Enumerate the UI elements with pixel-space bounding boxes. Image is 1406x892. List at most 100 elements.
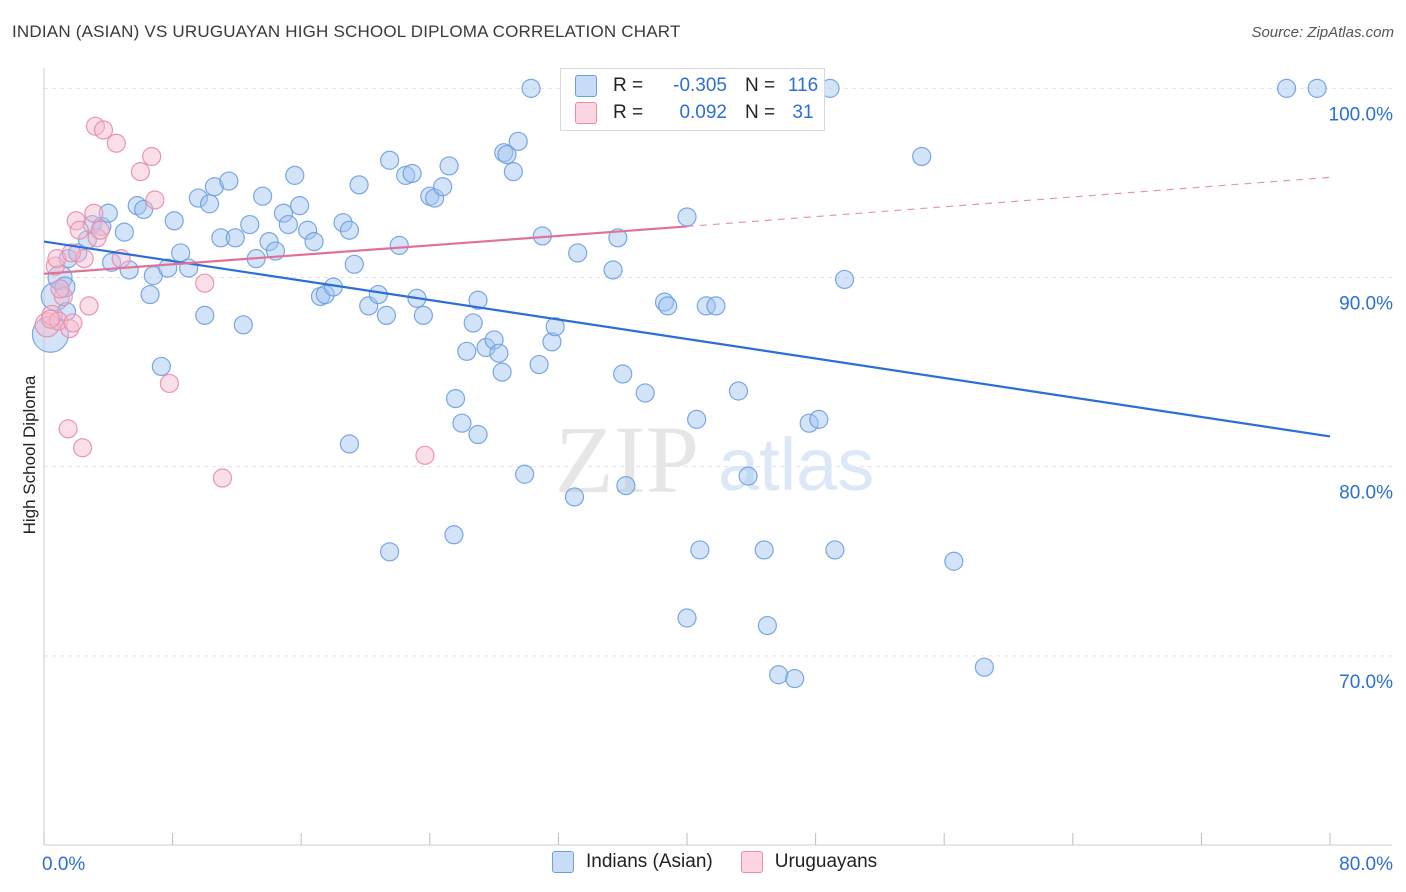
y-tick-label: 90.0% xyxy=(1339,294,1393,315)
indian-point xyxy=(304,231,324,252)
indian-point xyxy=(696,296,716,316)
indian-point xyxy=(233,315,253,335)
legend-item-uruguayans[interactable]: Uruguayans xyxy=(740,851,878,873)
indian-point xyxy=(508,131,528,151)
indian-point xyxy=(289,196,310,216)
uruguayan-point xyxy=(48,311,69,331)
uruguayan-point xyxy=(415,445,435,465)
indian-point xyxy=(259,231,279,252)
legend-label-indians: Indians (Asian) xyxy=(586,851,713,872)
indian-point xyxy=(799,413,819,433)
indian-point xyxy=(134,199,154,220)
indian-point xyxy=(188,188,208,208)
indian-point xyxy=(380,150,400,170)
uruguayan-point xyxy=(69,220,89,240)
indian-point xyxy=(380,542,400,562)
legend-row-indians: R = -0.305 N = 116 xyxy=(575,74,829,98)
indian-point xyxy=(164,211,184,231)
data-points xyxy=(31,78,1327,689)
uruguayan-point xyxy=(79,296,99,316)
legend-swatch-indians xyxy=(552,851,574,873)
legend-n-value: 31 xyxy=(792,102,814,123)
indian-point xyxy=(452,413,472,433)
indian-point xyxy=(151,356,171,377)
indian-point xyxy=(285,165,305,185)
legend-item-indians[interactable]: Indians (Asian) xyxy=(552,851,713,873)
x-tick-label-end: 80.0% xyxy=(1339,854,1393,875)
indian-point xyxy=(344,254,364,274)
indian-point xyxy=(98,203,118,223)
indian-point xyxy=(497,144,517,165)
indian-point xyxy=(757,615,777,636)
uruguayan-point xyxy=(93,120,114,140)
indian-point xyxy=(912,146,932,167)
chart-title: INDIAN (ASIAN) VS URUGUAYAN HIGH SCHOOL … xyxy=(12,22,681,41)
legend-row-uruguayans: R = 0.092 N = 31 xyxy=(575,101,829,125)
indian-point xyxy=(809,409,829,429)
uruguayan-point xyxy=(61,243,81,263)
indian-point xyxy=(687,409,707,429)
indian-point xyxy=(616,476,636,496)
y-tick-label: 80.0% xyxy=(1339,483,1393,504)
y-tick-label: 100.0% xyxy=(1329,104,1394,125)
uruguayan-point xyxy=(130,162,151,182)
watermark-zip: ZIP xyxy=(555,406,699,513)
indian-point xyxy=(457,341,477,361)
chart-source: Source: ZipAtlas.com xyxy=(1251,24,1394,41)
indian-point xyxy=(564,487,585,507)
legend-n-label: N = xyxy=(745,75,776,96)
indian-point xyxy=(468,424,488,445)
uruguayan-point xyxy=(106,133,126,153)
indian-point xyxy=(690,540,710,560)
indian-point xyxy=(515,464,535,484)
indian-point xyxy=(225,228,245,248)
legend-swatch-indians xyxy=(575,75,597,97)
indian-point xyxy=(425,188,445,208)
indian-point xyxy=(444,525,464,545)
indian-point xyxy=(240,214,260,235)
indian-point xyxy=(204,177,224,197)
indian-point xyxy=(489,343,509,363)
indian-point xyxy=(568,243,588,263)
grid-lines xyxy=(44,87,1392,657)
indian-point xyxy=(738,466,758,486)
uruguayan-point xyxy=(145,190,165,210)
indian-point xyxy=(463,313,483,333)
indian-point xyxy=(492,362,512,382)
series-legend: Indians (Asian) Uruguayans xyxy=(552,851,905,873)
indian-point xyxy=(613,364,633,384)
indian-point xyxy=(339,434,360,454)
indian-point xyxy=(494,143,514,163)
uruguayan-point xyxy=(45,256,65,276)
legend-r-value: -0.305 xyxy=(673,75,727,96)
indian-point xyxy=(339,220,360,240)
trend-line-uruguayans xyxy=(43,225,688,275)
indian-point xyxy=(1276,78,1297,98)
legend-label-uruguayans: Uruguayans xyxy=(774,851,878,872)
indian-point xyxy=(754,540,774,560)
trend-line-indians xyxy=(43,240,1331,438)
indian-point xyxy=(253,186,273,206)
indian-point xyxy=(101,252,122,272)
legend-swatch-uruguayans xyxy=(740,851,763,873)
uruguayan-point xyxy=(142,146,162,167)
indian-point xyxy=(825,540,845,560)
uruguayan-point xyxy=(159,373,179,394)
trend-line-uruguayans-extension xyxy=(686,176,1331,228)
indian-point xyxy=(944,551,964,571)
uruguayan-point xyxy=(50,279,70,299)
indian-point xyxy=(298,220,318,240)
indian-point xyxy=(529,354,549,375)
trend-lines xyxy=(43,176,1331,438)
uruguayan-point xyxy=(63,313,83,333)
indian-point xyxy=(974,657,994,677)
legend-r-label: R = xyxy=(613,75,644,96)
indian-point xyxy=(199,194,220,214)
uruguayan-point xyxy=(212,468,233,488)
indian-point xyxy=(433,177,453,197)
uruguayan-point xyxy=(195,273,215,293)
uruguayan-point xyxy=(47,249,67,269)
indian-point xyxy=(542,332,562,352)
watermark-atlas: atlas xyxy=(718,423,874,506)
